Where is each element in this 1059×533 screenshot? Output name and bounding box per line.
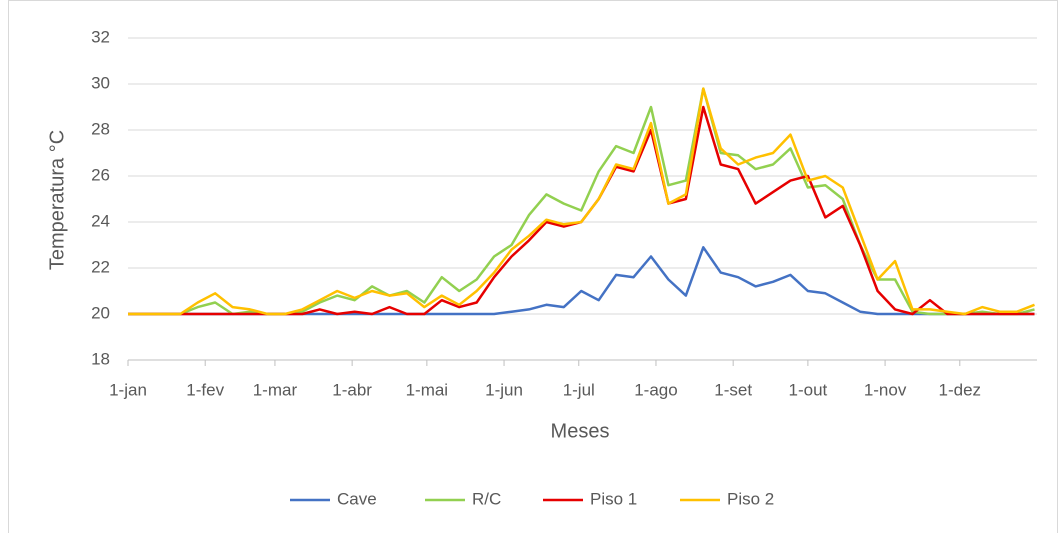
y-tick-label: 22 bbox=[91, 257, 110, 276]
y-tick-label: 24 bbox=[91, 211, 110, 230]
y-tick-label: 30 bbox=[91, 73, 110, 92]
x-tick-label: 1-fev bbox=[186, 380, 224, 399]
y-tick-label: 18 bbox=[91, 349, 110, 368]
x-tick-label: 1-dez bbox=[939, 380, 982, 399]
x-tick-label: 1-out bbox=[789, 380, 828, 399]
legend-label: Cave bbox=[337, 489, 377, 508]
x-tick-label: 1-jan bbox=[109, 380, 147, 399]
x-tick-label: 1-mar bbox=[253, 380, 298, 399]
line-series bbox=[128, 87, 1035, 316]
y-tick-label: 26 bbox=[91, 165, 110, 184]
y-tick-label: 32 bbox=[91, 27, 110, 46]
legend-label: Piso 1 bbox=[590, 489, 637, 508]
legend-label: R/C bbox=[472, 489, 501, 508]
x-tick-label: 1-set bbox=[714, 380, 752, 399]
x-tick-label: 1-jun bbox=[485, 380, 523, 399]
y-axis-label: Temperatura °C bbox=[46, 130, 68, 270]
chart-frame bbox=[8, 0, 1058, 533]
line-series bbox=[128, 87, 1035, 316]
y-tick-label: 20 bbox=[91, 303, 110, 322]
line-series bbox=[128, 246, 1035, 316]
y-tick-label: 28 bbox=[91, 119, 110, 138]
legend-label: Piso 2 bbox=[727, 489, 774, 508]
x-axis-label: Meses bbox=[551, 420, 610, 442]
x-tick-label: 1-mai bbox=[406, 380, 449, 399]
x-tick-label: 1-jul bbox=[563, 380, 595, 399]
x-tick-label: 1-abr bbox=[332, 380, 372, 399]
x-tick-label: 1-nov bbox=[864, 380, 907, 399]
x-tick-label: 1-ago bbox=[634, 380, 677, 399]
